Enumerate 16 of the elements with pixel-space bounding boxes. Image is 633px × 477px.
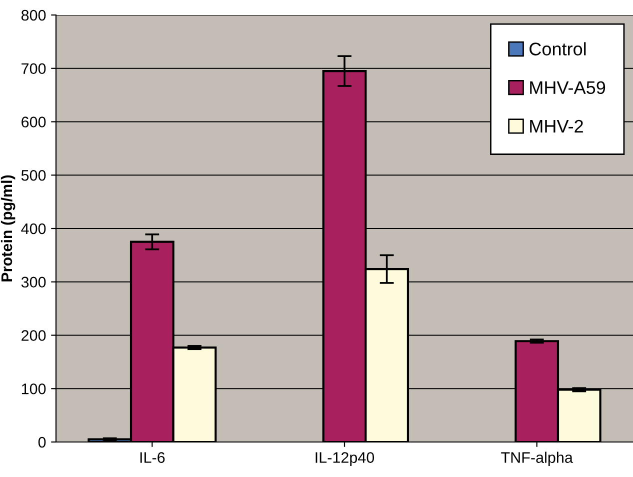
- y-tick-label: 500: [21, 170, 46, 181]
- legend-label: Control: [530, 42, 586, 56]
- y-tick-label: 0: [38, 436, 46, 448]
- x-tick-label: IL-6: [140, 452, 165, 463]
- x-tick-label: TNF-alpha: [501, 452, 573, 466]
- y-tick-label: 100: [22, 383, 46, 394]
- x-tick-label: IL-12p40: [316, 452, 374, 466]
- y-tick-label: 700: [22, 63, 46, 74]
- y-tick-label: 600: [22, 116, 46, 128]
- y-tick-label: 800: [21, 10, 46, 21]
- y-tick-label: 300: [21, 276, 46, 288]
- y-tick-label: 200: [22, 330, 46, 341]
- y-tick-label: 400: [21, 223, 46, 234]
- legend-label: MHV-A59: [530, 81, 606, 94]
- y-axis-title: Protein (pg/ml): [0, 175, 16, 282]
- legend-label: MHV-2: [530, 120, 583, 132]
